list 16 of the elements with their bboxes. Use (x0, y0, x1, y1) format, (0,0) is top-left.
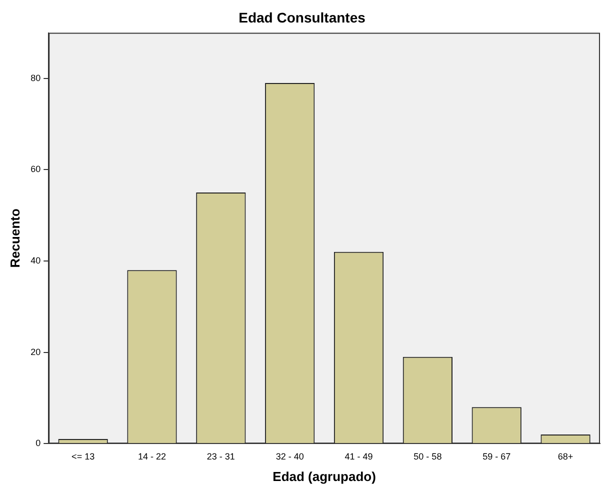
x-tick-label: <= 13 (72, 451, 95, 462)
y-tick-label: 20 (30, 346, 41, 357)
y-tick-label: 80 (30, 72, 41, 83)
y-tick-label: 60 (30, 164, 41, 174)
x-tick-label: 14 - 22 (138, 451, 166, 462)
x-tick-label: 68+ (558, 451, 574, 462)
x-tick-label: 59 - 67 (482, 451, 511, 462)
x-axis-title: Edad (agrupado) (272, 468, 376, 484)
x-tick-label: 41 - 49 (344, 451, 373, 462)
y-axis-title: Recuento (7, 208, 22, 268)
x-tick-label: 23 - 31 (206, 451, 235, 462)
x-tick-label: 50 - 58 (414, 451, 442, 462)
chart-title: Edad Consultantes (238, 9, 366, 26)
x-tick-label: 32 - 40 (276, 451, 304, 462)
y-tick-label: 0 (36, 438, 41, 448)
y-tick-label: 40 (30, 256, 41, 266)
